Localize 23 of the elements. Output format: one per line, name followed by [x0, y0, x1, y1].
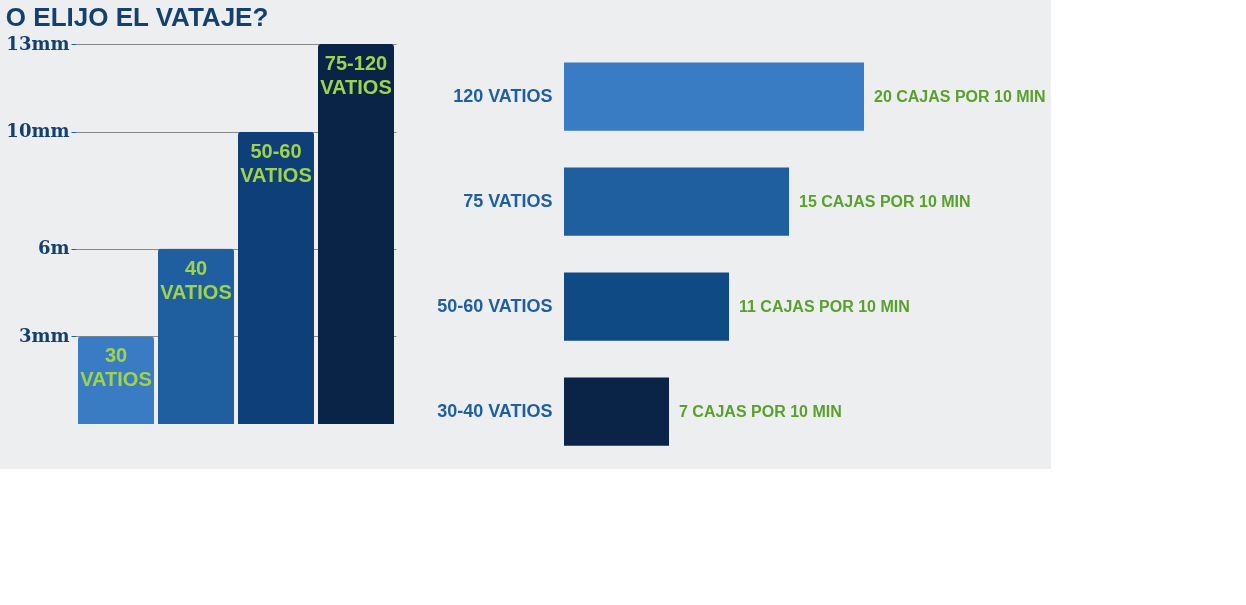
- bar: [564, 167, 789, 236]
- y-tick-label: 13mm: [6, 32, 70, 54]
- bar: [564, 377, 669, 446]
- bar: [318, 44, 394, 424]
- y-tick-label: 10mm: [6, 120, 70, 142]
- bar: [564, 272, 729, 341]
- data-label: 7 CAJAS POR 10 MIN: [679, 402, 842, 420]
- y-tick-label: 75 VATIOS: [463, 190, 553, 211]
- data-label: 11 CAJAS POR 10 MIN: [739, 297, 910, 315]
- chart-title: O ELIJO EL VATAJE?: [5, 2, 269, 32]
- data-label: 20 CAJAS POR 10 MIN: [874, 87, 1046, 105]
- bar: [238, 131, 314, 424]
- x-tick-label: 40 VATIOS: [160, 256, 232, 303]
- data-label: 15 CAJAS POR 10 MIN: [799, 192, 971, 210]
- x-tick-label: 75-120 VATIOS: [320, 52, 392, 98]
- y-tick-label: 120 VATIOS: [453, 85, 553, 106]
- y-tick-label: 30-40 VATIOS: [437, 400, 553, 421]
- bar: [158, 248, 234, 424]
- x-tick-label: 30 VATIOS: [80, 344, 152, 391]
- bar: [564, 62, 864, 131]
- y-tick-label: 3mm: [18, 324, 70, 346]
- y-tick-label: 6m: [37, 237, 70, 259]
- y-tick-label: 50-60 VATIOS: [437, 295, 553, 316]
